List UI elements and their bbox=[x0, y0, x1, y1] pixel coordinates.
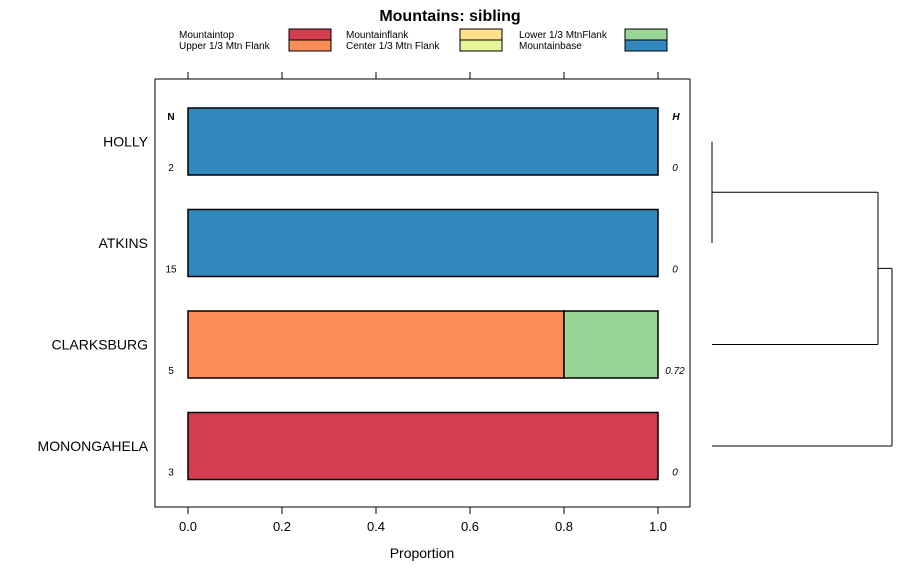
bars-group: HOLLY 2 0 ATKINS 15 0 CLARKSBURG 5 0.72 MONONGAHE… bbox=[38, 107, 685, 481]
bar-segment bbox=[563, 310, 659, 379]
legend-label: Lower 1/3 MtnFlank bbox=[519, 30, 608, 41]
h-value: 0 bbox=[672, 468, 678, 479]
legend-label: Center 1/3 Mtn Flank bbox=[346, 41, 440, 52]
legend-swatch bbox=[624, 39, 668, 52]
legend-label: Upper 1/3 Mtn Flank bbox=[179, 41, 271, 52]
x-axis-label: Proportion bbox=[390, 545, 455, 561]
x-tick-label: 0.0 bbox=[179, 519, 197, 534]
x-tick-label: 0.4 bbox=[367, 519, 385, 534]
legend-label: Mountaintop bbox=[179, 30, 234, 41]
row-label: CLARKSBURG bbox=[52, 337, 148, 353]
x-tick-label: 0.6 bbox=[461, 519, 479, 534]
h-value: 0.72 bbox=[665, 366, 685, 377]
dendrogram bbox=[711, 141, 893, 447]
legend-label: Mountainflank bbox=[346, 30, 409, 41]
row-label: MONONGAHELA bbox=[38, 438, 149, 454]
legend-swatch bbox=[459, 39, 503, 52]
n-value: 15 bbox=[165, 265, 177, 276]
row-label: ATKINS bbox=[98, 235, 148, 251]
bar-segment bbox=[187, 107, 659, 176]
bar-segment bbox=[187, 208, 659, 278]
bar-segment bbox=[187, 310, 565, 379]
legend-swatch bbox=[459, 28, 503, 41]
x-tick-label: 0.2 bbox=[273, 519, 291, 534]
n-value: 5 bbox=[168, 366, 174, 377]
x-axis: 0.0 0.2 0.4 0.6 0.8 1.0 bbox=[179, 72, 667, 534]
legend-label: Mountainbase bbox=[519, 41, 582, 52]
h-value: 0 bbox=[672, 163, 678, 174]
n-value: 2 bbox=[168, 163, 174, 174]
chart-title: Mountains: sibling bbox=[379, 8, 520, 25]
h-value: 0 bbox=[672, 265, 678, 276]
plot-frame bbox=[154, 78, 691, 508]
row-label: HOLLY bbox=[103, 134, 149, 150]
n-header: N bbox=[167, 112, 174, 123]
legend-swatch bbox=[624, 28, 668, 41]
bar-segment bbox=[187, 411, 659, 481]
x-tick-label: 0.8 bbox=[555, 519, 573, 534]
x-tick-label: 1.0 bbox=[649, 519, 667, 534]
n-value: 3 bbox=[168, 468, 174, 479]
legend-swatch bbox=[288, 39, 332, 52]
legend-swatch bbox=[288, 28, 332, 41]
h-header: H bbox=[672, 112, 680, 123]
